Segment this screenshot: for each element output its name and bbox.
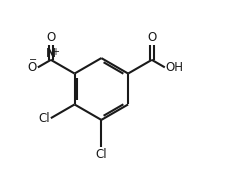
Text: O: O: [147, 31, 156, 44]
Text: Cl: Cl: [95, 148, 107, 161]
Text: O: O: [46, 31, 55, 44]
Text: +: +: [51, 47, 59, 57]
Text: O: O: [28, 61, 37, 74]
Text: Cl: Cl: [38, 112, 50, 125]
Text: −: −: [29, 54, 37, 65]
Text: OH: OH: [166, 61, 184, 74]
Text: N: N: [46, 46, 56, 59]
